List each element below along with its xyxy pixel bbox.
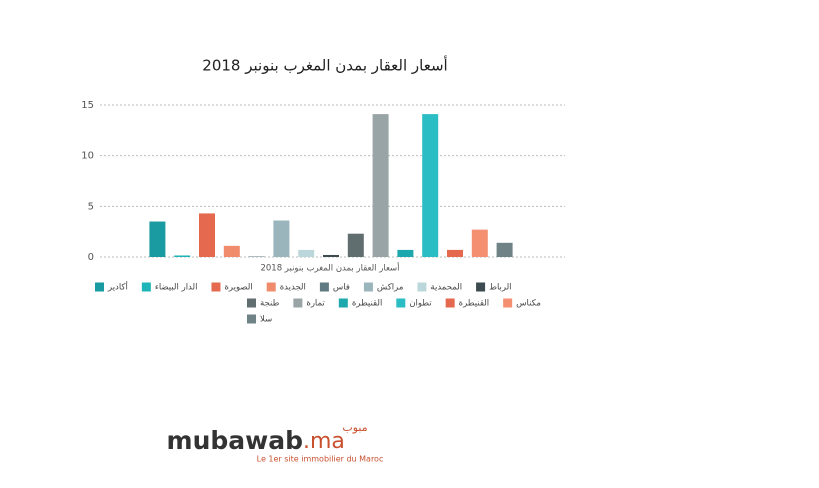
legend-item: طنجة — [247, 298, 280, 309]
legend-label: المحمدية — [430, 283, 462, 293]
logo-tld: .ma — [303, 429, 345, 454]
legend-label: مكناس — [516, 299, 541, 309]
bar — [199, 213, 215, 257]
bar — [223, 245, 240, 257]
legend-swatch — [141, 282, 151, 292]
legend-item: الصويرة — [211, 282, 253, 293]
legend-label: القنيطرة — [459, 299, 490, 309]
legend-swatch — [266, 282, 276, 292]
legend-label: أكادير — [107, 281, 128, 293]
legend-label: الدار البيضاء — [155, 283, 198, 293]
legend-item: الجديدة — [266, 282, 306, 293]
legend-label: تطوان — [409, 299, 432, 309]
bar — [422, 114, 439, 258]
legend-item: الرباط — [476, 282, 512, 293]
legend-item: الدار البيضاء — [141, 282, 198, 293]
legend-item: فاس — [319, 282, 350, 293]
bar — [298, 249, 315, 257]
bar — [174, 255, 191, 257]
chart-title: أسعار العقار بمدن المغرب بنونبر 2018 — [202, 56, 447, 75]
bar — [471, 229, 488, 257]
bar — [149, 221, 166, 257]
bar — [347, 233, 364, 257]
legend-label: مراكش — [377, 283, 404, 293]
y-tick-label: 15 — [81, 100, 94, 111]
legend-swatch — [503, 298, 513, 308]
legend-swatch — [476, 282, 486, 292]
bar — [248, 256, 265, 257]
legend-swatch — [338, 298, 348, 308]
legend-label: طنجة — [260, 299, 280, 309]
legend-label: الجديدة — [280, 283, 306, 293]
logo-tagline: Le 1er site immobilier du Maroc — [257, 455, 384, 464]
logo-arabic: مبوب — [342, 421, 367, 434]
bar — [323, 254, 339, 257]
legend-item: مكناس — [503, 298, 541, 309]
legend-label: القنيطرة — [352, 299, 383, 309]
x-axis-label: أسعار العقار بمدن المغرب بنونبر 2018 — [260, 262, 399, 274]
y-tick-label: 5 — [88, 201, 94, 212]
legend-swatch — [211, 282, 221, 292]
legend-item: أكادير — [95, 281, 128, 293]
legend-item: تطوان — [396, 298, 432, 309]
legend-swatch — [417, 282, 427, 292]
bar — [496, 242, 513, 257]
legend-swatch — [445, 298, 455, 308]
legend-swatch — [363, 282, 373, 292]
legend-swatch — [293, 298, 303, 308]
logo-name: mubawab — [167, 426, 303, 455]
bar — [273, 220, 290, 257]
legend-label: سلا — [260, 315, 272, 325]
legend-label: الرباط — [489, 283, 511, 293]
legend-swatch — [247, 298, 256, 308]
legend-label: تمارة — [306, 299, 325, 309]
legend-swatch — [396, 298, 406, 308]
y-tick-label: 10 — [81, 151, 94, 162]
legend-item: القنيطرة — [338, 298, 383, 309]
legend-swatch — [319, 282, 329, 292]
legend-item: مراكش — [363, 282, 404, 293]
bar — [397, 249, 414, 257]
bar — [372, 114, 389, 258]
legend-item: القنيطرة — [445, 298, 490, 309]
legend-label: فاس — [333, 283, 350, 293]
bar — [447, 249, 463, 257]
legend-label: الصويرة — [224, 283, 252, 293]
legend-swatch — [247, 314, 256, 324]
y-tick-label: 0 — [88, 252, 94, 263]
legend-swatch — [95, 282, 104, 292]
legend-item: سلا — [247, 314, 272, 325]
logo: مبوب mubawab .ma Le 1er site immobilier … — [167, 421, 384, 464]
legend-item: المحمدية — [417, 282, 462, 293]
legend-item: تمارة — [293, 298, 325, 309]
